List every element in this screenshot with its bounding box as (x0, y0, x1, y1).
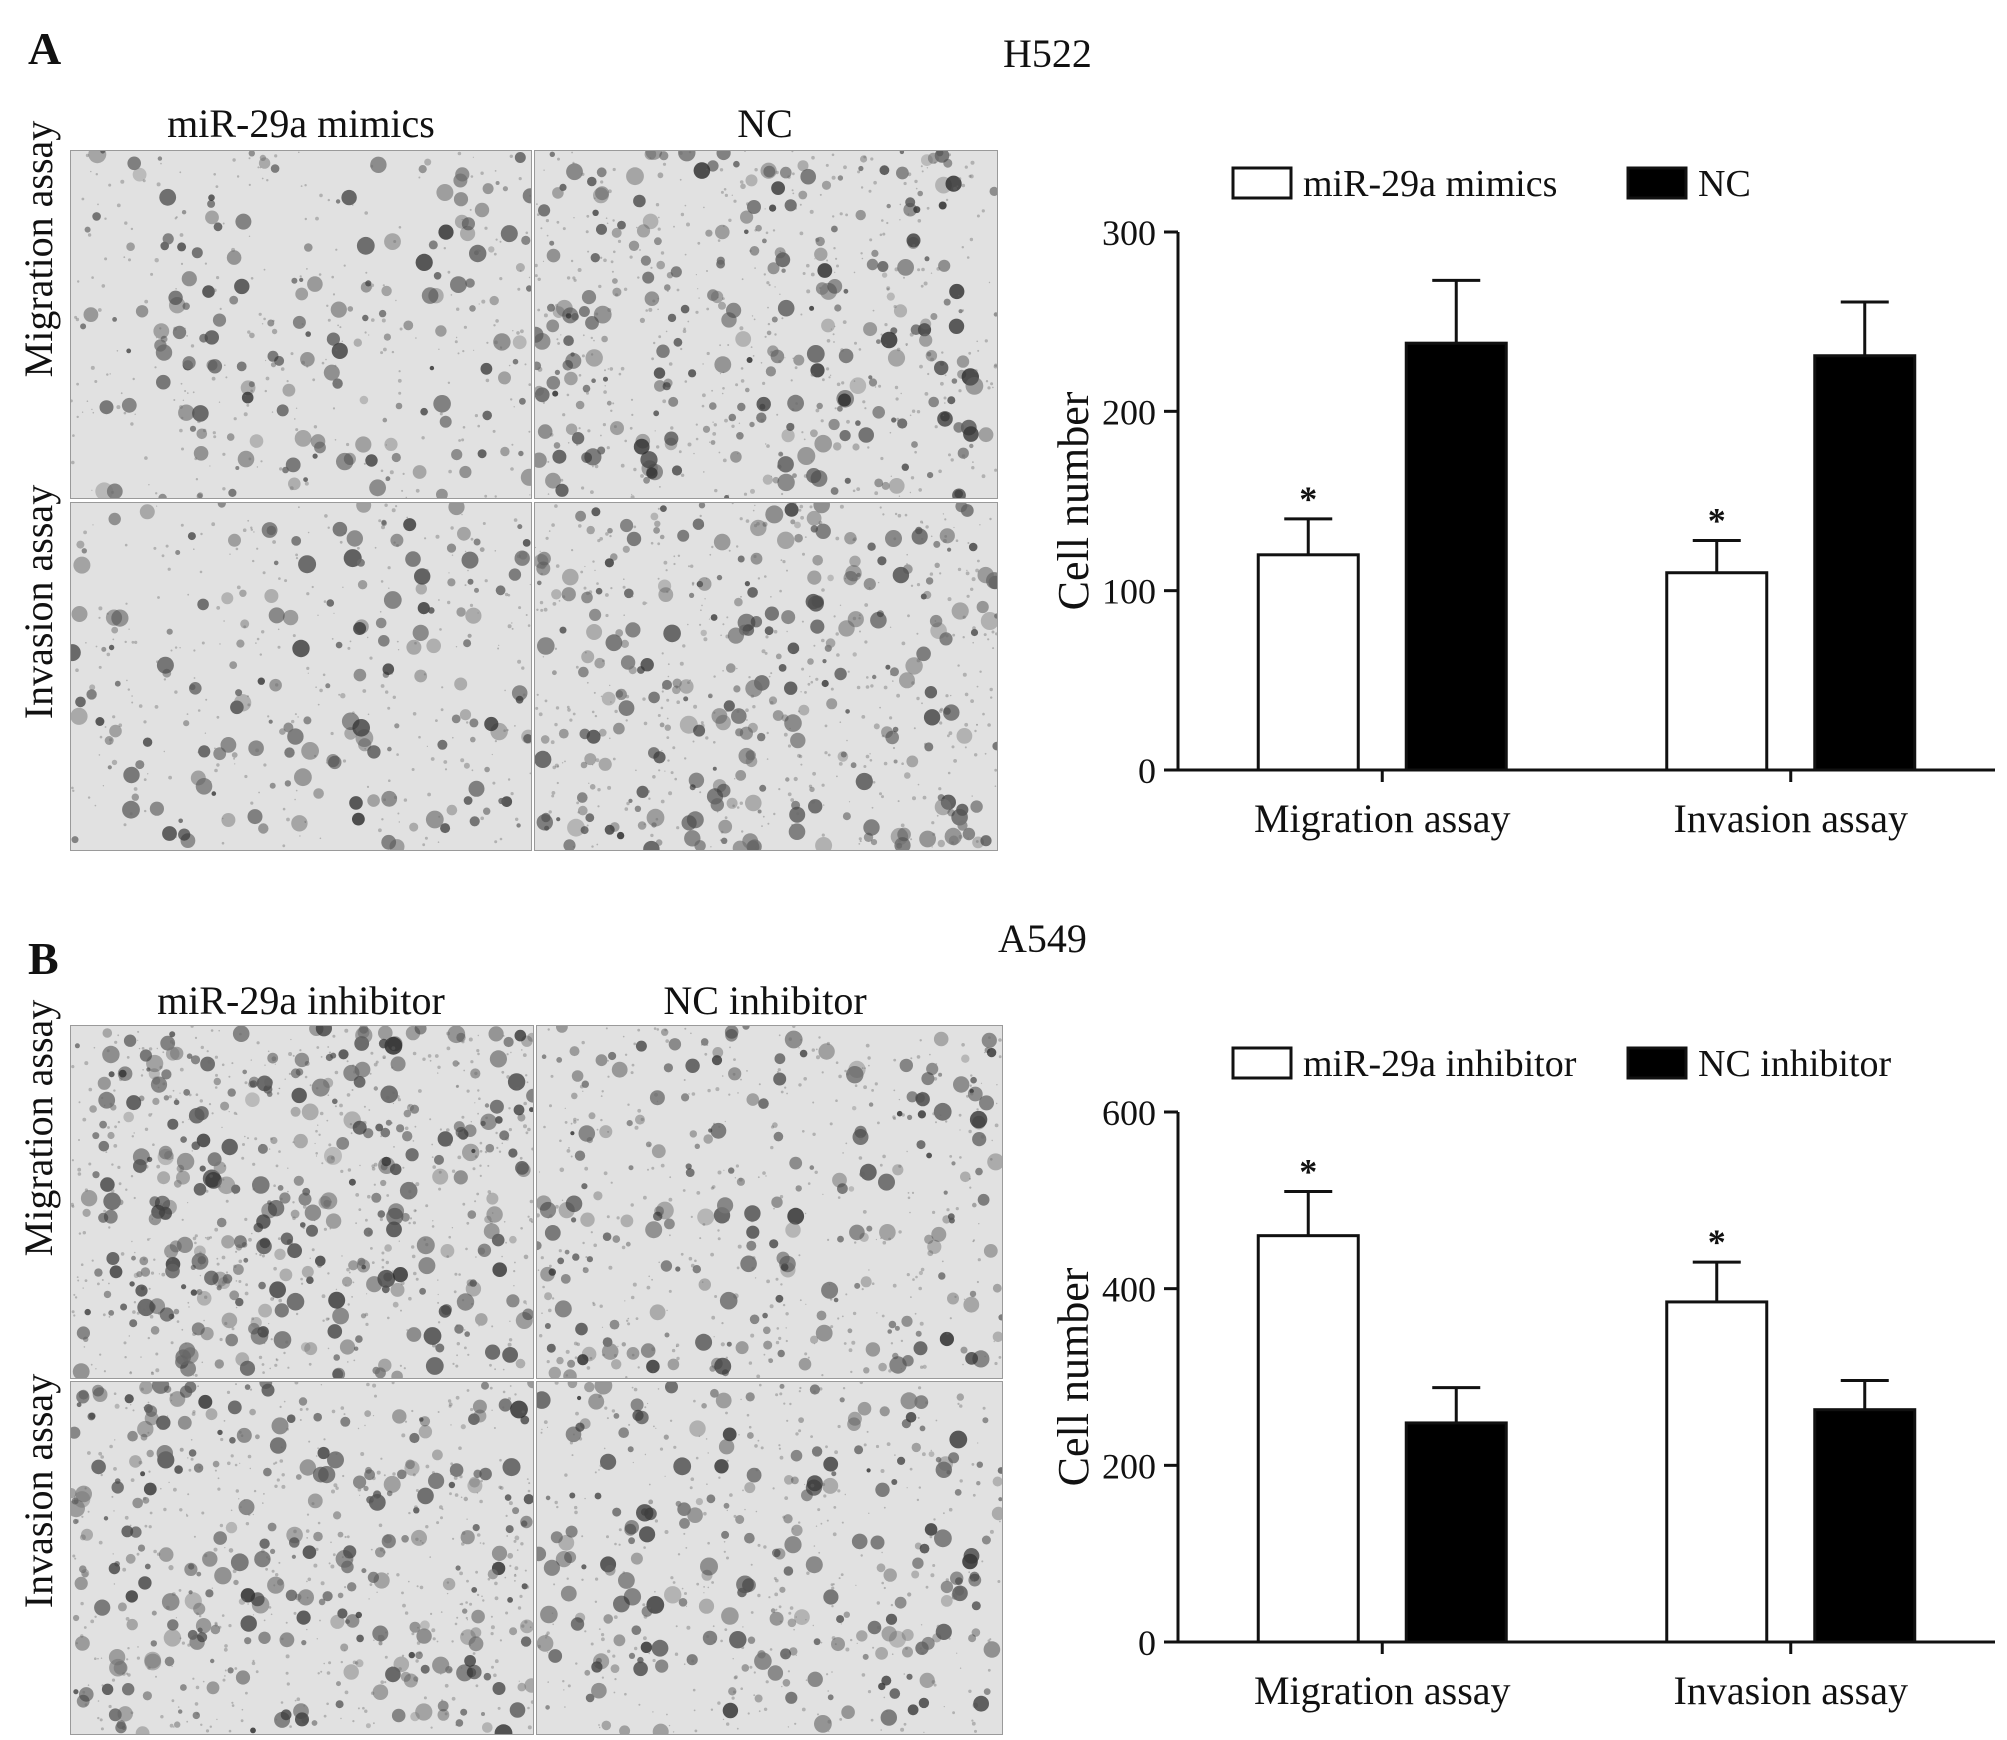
panel-a-col-label-treatment: miR-29a mimics (167, 101, 435, 146)
x-tick-label: Migration assay (1254, 796, 1511, 841)
significance-mark: * (1708, 500, 1726, 540)
panel-a-letter: A (28, 23, 62, 74)
y-axis-label: Cell number (1049, 391, 1098, 610)
panel-b-row-label-migration: Migration assay (16, 999, 61, 1257)
panel-b-micrograph-control-migration (536, 1025, 1003, 1379)
bar (1404, 1421, 1508, 1644)
x-tick-label: Migration assay (1254, 1668, 1511, 1713)
legend-swatch (1626, 166, 1688, 200)
y-tick-label: 400 (1102, 1270, 1156, 1310)
x-tick-label: Invasion assay (1674, 796, 1908, 841)
bar (1813, 354, 1917, 772)
y-tick-label: 300 (1102, 213, 1156, 253)
micrograph-texture (535, 151, 997, 498)
panel-a-micrograph-treatment-migration (70, 150, 532, 499)
legend-swatch (1231, 1046, 1293, 1080)
micrograph-texture (535, 503, 997, 850)
legend-label: NC (1698, 163, 1751, 205)
significance-mark: * (1299, 479, 1317, 519)
bar (1813, 1408, 1917, 1644)
bar (1665, 571, 1769, 772)
panel-a-row-label-invasion: Invasion assay (16, 484, 61, 720)
x-tick-label: Invasion assay (1674, 1668, 1908, 1713)
micrograph-texture (537, 1026, 1002, 1378)
panel-a-micrograph-control-migration (534, 150, 998, 499)
bar (1404, 341, 1508, 772)
y-tick-label: 600 (1102, 1093, 1156, 1133)
panel-b-letter: B (28, 933, 59, 984)
panel-b-col-label-control: NC inhibitor (663, 978, 867, 1023)
panel-a-micrograph-control-invasion (534, 502, 998, 851)
bar (1665, 1300, 1769, 1644)
panel-b-row-label-invasion: Invasion assay (16, 1373, 61, 1609)
y-tick-label: 100 (1102, 572, 1156, 612)
micrograph-texture (71, 1382, 533, 1734)
bar (1256, 553, 1360, 772)
panel-b-micrograph-treatment-migration (70, 1025, 534, 1379)
legend-swatch (1626, 1046, 1688, 1080)
y-tick-label: 0 (1138, 751, 1156, 791)
panel-b-col-label-treatment: miR-29a inhibitor (157, 978, 445, 1023)
legend-label: miR-29a mimics (1303, 163, 1557, 205)
legend-label: NC inhibitor (1698, 1043, 1892, 1085)
micrograph-texture (71, 503, 531, 850)
micrograph-texture (537, 1382, 1002, 1734)
significance-mark: * (1299, 1152, 1317, 1192)
y-tick-label: 200 (1102, 392, 1156, 432)
legend-swatch (1231, 166, 1293, 200)
panel-b-micrograph-control-invasion (536, 1381, 1003, 1735)
significance-mark: * (1708, 1222, 1726, 1262)
panel-a-col-label-control: NC (737, 101, 793, 146)
y-tick-label: 0 (1138, 1623, 1156, 1663)
panel-a-cell-line: H522 (1003, 31, 1092, 76)
panel-b-cell-line: A549 (998, 916, 1087, 961)
micrograph-texture (71, 1026, 533, 1378)
panel-a-micrograph-treatment-invasion (70, 502, 532, 851)
panel-a-bar-chart: 0 100 200 300 Cell number Migration assay * Inv… (1049, 163, 1995, 841)
panel-a-row-label-migration: Migration assay (16, 120, 61, 378)
y-axis-label: Cell number (1049, 1267, 1098, 1486)
panel-b-micrograph-treatment-invasion (70, 1381, 534, 1735)
y-tick-label: 200 (1102, 1446, 1156, 1486)
panel-b-bar-chart: 0 200 400 600 Cell number Migration assay * Inv… (1049, 1043, 1995, 1713)
legend-label: miR-29a inhibitor (1303, 1043, 1577, 1085)
bar (1256, 1234, 1360, 1644)
micrograph-texture (71, 151, 531, 498)
